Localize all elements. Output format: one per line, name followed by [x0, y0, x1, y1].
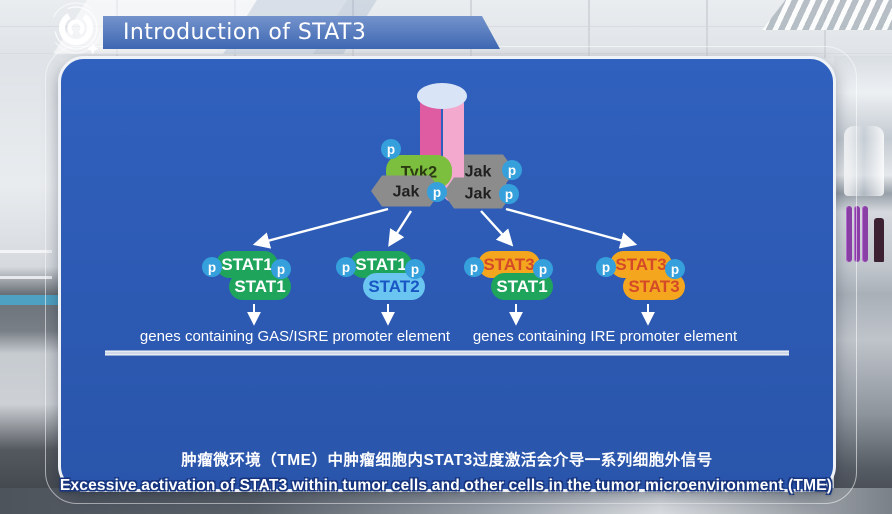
footer-english-text: Excessive activation of STAT3 within tum… — [59, 477, 833, 494]
glass-flask-icon — [844, 126, 884, 196]
reagent-tube-icon — [862, 206, 868, 262]
logo-icon — [46, 0, 106, 60]
title-bar: Introduction of STAT3 — [103, 16, 500, 49]
bottle-icon — [874, 218, 884, 262]
reagent-tube-icon — [846, 206, 852, 262]
left-lab-cabinets — [0, 56, 60, 514]
footer-chinese-text: 肿瘤微环境（TME）中肿瘤细胞内STAT3过度激活会介导一系列细胞外信号 — [181, 452, 713, 469]
page-title: Introduction of STAT3 — [123, 20, 367, 45]
right-lab-shelf — [834, 56, 892, 514]
lab-bench-bottom — [0, 488, 892, 514]
ceiling-light-icon — [762, 0, 892, 30]
content-panel — [58, 56, 836, 492]
drawer-handle — [0, 250, 52, 253]
reagent-tube-icon — [854, 206, 860, 262]
bench-mat — [0, 295, 60, 305]
